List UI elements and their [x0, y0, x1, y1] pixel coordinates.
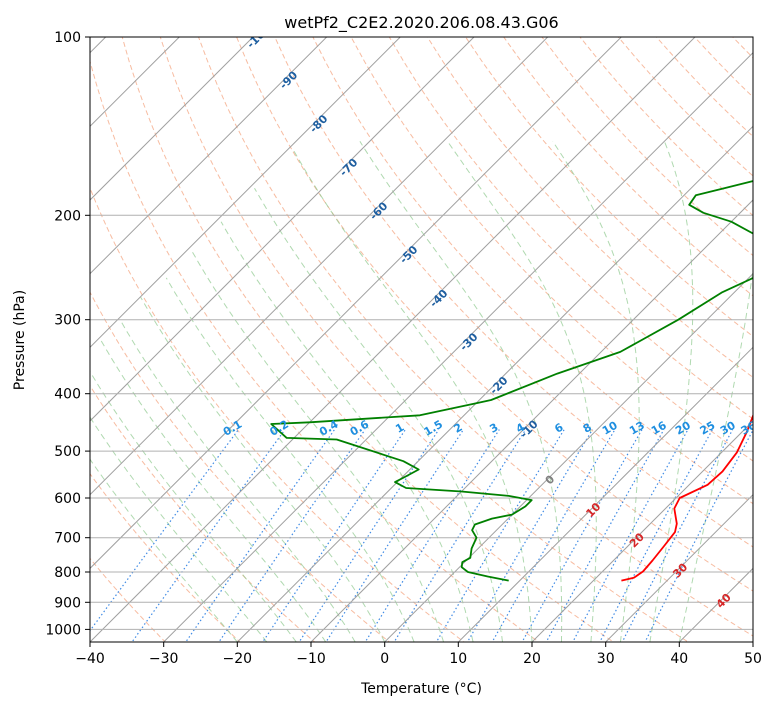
isotherm-line	[310, 199, 753, 642]
mixing-ratio-line	[393, 429, 527, 642]
isotherm-line	[90, 37, 549, 496]
dewpoint-line	[270, 180, 753, 582]
x-tick-label: 10	[449, 651, 467, 667]
isotherm-line	[383, 272, 753, 642]
mixing-ratio-line	[131, 429, 286, 642]
moist-adiabat	[119, 319, 356, 642]
y-tick-label: 500	[54, 444, 81, 460]
mixing-ratio-line	[521, 429, 643, 642]
x-axis-title: Temperature (°C)	[360, 681, 482, 697]
mixing-ratio-line	[545, 429, 665, 642]
y-tick-label: 1000	[45, 622, 81, 638]
dry-adiabat	[350, 37, 753, 462]
y-tick-label: 400	[54, 387, 81, 403]
moist-adiabat	[90, 458, 238, 642]
x-tick-label: 0	[380, 651, 389, 667]
moist-adiabat	[100, 340, 327, 642]
mixing-ratio-line	[185, 429, 335, 642]
dry-adiabat	[198, 37, 753, 637]
background-lines	[90, 37, 753, 642]
isotherm-line	[90, 37, 328, 275]
y-tick-label: 800	[54, 565, 81, 581]
isotherm-line	[90, 37, 402, 349]
isotherm-line	[457, 346, 753, 642]
x-tick-label: 20	[523, 651, 541, 667]
dry-adiabat	[465, 37, 753, 338]
sounding-profiles	[270, 180, 753, 582]
y-axis: 100 200 300 400 500 600 700 800 900 1000	[45, 30, 90, 638]
x-tick-label: −30	[149, 651, 179, 667]
y-tick-label: 200	[54, 208, 81, 224]
mixing-ratio-line	[90, 429, 239, 632]
moist-adiabat	[165, 277, 415, 642]
mixing-ratio-line	[325, 429, 464, 642]
isotherm-line	[604, 493, 753, 642]
isotherm-line	[90, 37, 623, 570]
mixing-ratio-line	[364, 429, 500, 642]
chart-title: wetPf2_C2E2.2020.206.08.43.G06	[284, 13, 558, 33]
x-tick-label: 30	[597, 651, 615, 667]
mixing-ratio-line	[298, 429, 440, 642]
dry-adiabat	[90, 291, 391, 642]
x-tick-label: −10	[296, 651, 326, 667]
y-tick-label: 300	[54, 313, 81, 329]
plot-frame	[89, 36, 754, 643]
isotherm-line	[162, 51, 753, 642]
isotherm-line	[531, 420, 753, 642]
x-tick-label: 40	[670, 651, 688, 667]
mixing-ratio-line	[644, 429, 753, 642]
x-tick-label: 50	[744, 651, 762, 667]
mixing-ratio-line	[491, 429, 616, 642]
x-tick-label: −40	[75, 651, 105, 667]
isotherm-line	[90, 37, 254, 201]
mixing-ratio-line	[262, 429, 406, 642]
dry-adiabat	[426, 37, 753, 378]
isotherm-line	[90, 37, 181, 128]
x-tick-label: −20	[223, 651, 253, 667]
dry-adiabat	[90, 557, 167, 642]
pressure-grid	[90, 37, 753, 630]
dry-adiabat	[236, 37, 753, 592]
moist-adiabat	[292, 149, 533, 642]
y-axis-title: Pressure (hPa)	[12, 290, 28, 390]
moist-adiabat	[254, 187, 503, 642]
moist-adiabat	[90, 416, 268, 642]
mixing-ratio-line	[599, 429, 713, 642]
mixing-ratio-label: 36	[739, 419, 759, 438]
x-axis: −40 −30 −20 −10 0 10 20 30 40 50	[75, 642, 762, 667]
isotherm-line	[90, 37, 696, 642]
moist-adiabat	[191, 251, 445, 642]
y-tick-label: 900	[54, 595, 81, 611]
isotherm-line	[90, 37, 475, 422]
mixing-ratio-line	[621, 429, 734, 642]
moist-adiabat	[140, 297, 386, 642]
temperature-line	[621, 413, 753, 582]
isotherm-line	[236, 125, 753, 642]
y-tick-label: 100	[54, 30, 81, 46]
y-tick-label: 700	[54, 531, 81, 547]
y-tick-label: 600	[54, 491, 81, 507]
moist-adiabat	[220, 221, 474, 642]
